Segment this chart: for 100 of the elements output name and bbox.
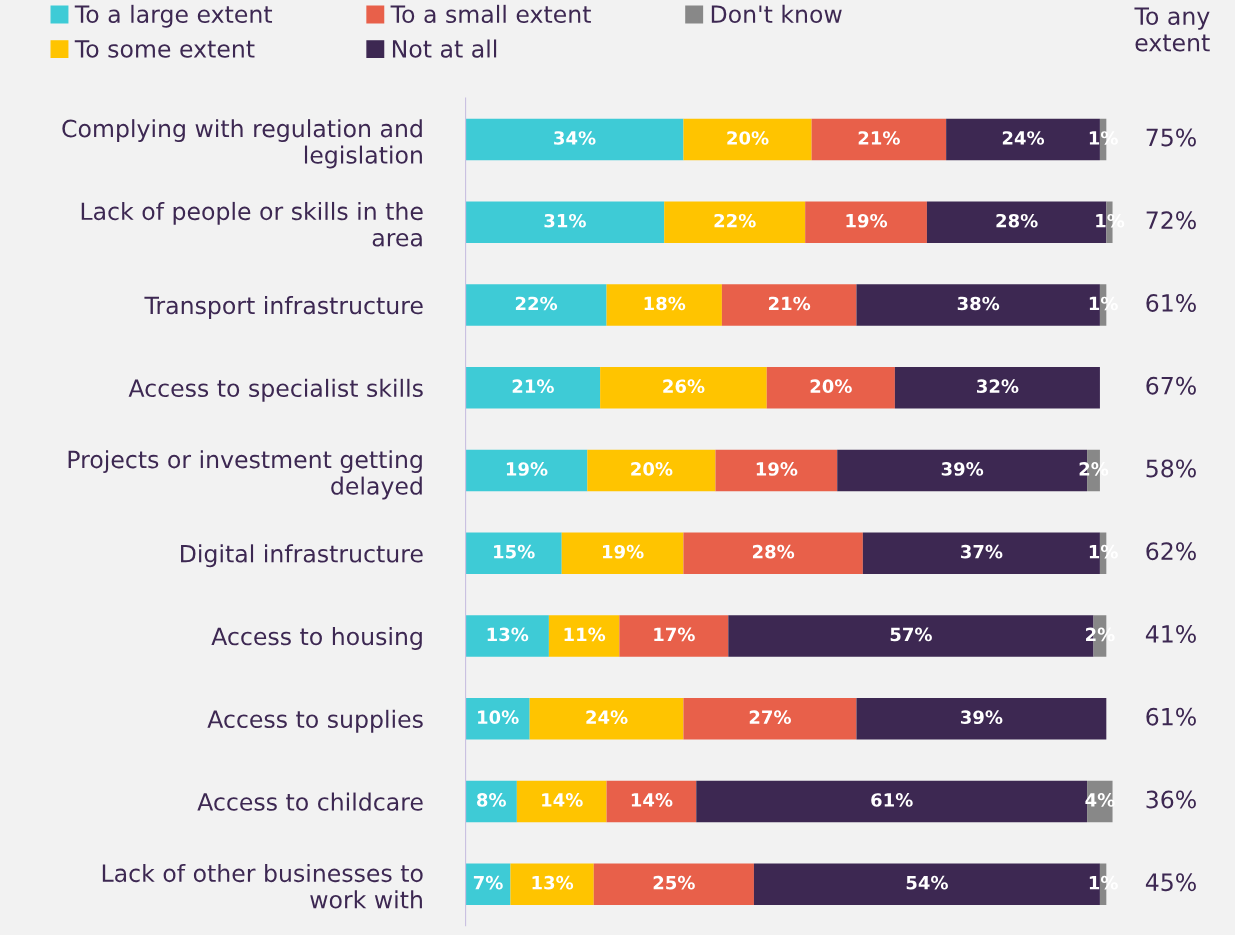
data-label: 13% bbox=[532, 875, 574, 890]
data-label: 21% bbox=[512, 379, 554, 394]
bar bbox=[856, 698, 1107, 740]
bar bbox=[587, 449, 716, 492]
data-label: 18% bbox=[644, 296, 686, 311]
data-label: 37% bbox=[960, 544, 1003, 559]
data-label: 32% bbox=[977, 379, 1019, 394]
data-label: 25% bbox=[653, 875, 695, 890]
text: 61% bbox=[1146, 294, 1196, 312]
bar bbox=[683, 532, 863, 574]
data-label: 39% bbox=[941, 462, 984, 476]
data-label: 20% bbox=[810, 379, 852, 394]
data-label: 11% bbox=[564, 627, 606, 642]
bar bbox=[516, 780, 607, 823]
y-tick-label: Transport infrastructure bbox=[144, 296, 423, 319]
data-label: 1% bbox=[1089, 296, 1118, 311]
data-label: 27% bbox=[749, 710, 791, 725]
data-label: 22% bbox=[714, 213, 756, 228]
data-label: 14% bbox=[542, 793, 583, 807]
text: 58% bbox=[1146, 459, 1196, 478]
bar bbox=[465, 615, 549, 657]
bar bbox=[894, 367, 1100, 409]
y-tick-label: Digital infrastructure bbox=[181, 544, 423, 568]
legend-label: To a large extent bbox=[74, 4, 273, 28]
data-label: 26% bbox=[663, 379, 705, 394]
text: 41% bbox=[1145, 625, 1196, 643]
data-label: 1% bbox=[1089, 131, 1118, 145]
bar bbox=[465, 780, 517, 823]
legend-label: Don't know bbox=[711, 4, 842, 24]
data-label: 14% bbox=[631, 793, 673, 807]
data-label: 31% bbox=[544, 213, 586, 228]
data-label: 10% bbox=[478, 710, 519, 725]
legend-label: To some extent bbox=[74, 40, 255, 58]
data-label: 15% bbox=[494, 544, 535, 559]
legend-label: Not at all bbox=[392, 39, 497, 58]
data-label: 1% bbox=[1089, 544, 1118, 559]
bar bbox=[510, 863, 594, 905]
bar bbox=[805, 201, 927, 243]
data-label: 54% bbox=[906, 875, 948, 890]
data-label: 21% bbox=[768, 296, 811, 311]
text: 61% bbox=[1146, 707, 1196, 726]
y-tick-label: Complying with regulation and legislation bbox=[62, 119, 422, 169]
bar bbox=[683, 698, 857, 740]
y-tick-label: Access to supplies bbox=[207, 709, 423, 733]
text: 36% bbox=[1146, 790, 1196, 809]
bar bbox=[664, 201, 806, 243]
bar bbox=[548, 615, 620, 657]
text: 72% bbox=[1146, 211, 1196, 230]
data-label: 7% bbox=[473, 875, 503, 890]
data-label: 28% bbox=[752, 544, 795, 559]
data-label: 1% bbox=[1089, 875, 1118, 890]
data-label: 19% bbox=[603, 544, 644, 559]
data-label: 24% bbox=[586, 710, 628, 725]
bar bbox=[811, 118, 947, 161]
data-label: 17% bbox=[654, 627, 695, 642]
bar bbox=[715, 449, 838, 492]
data-label: 21% bbox=[858, 131, 900, 145]
bar bbox=[683, 118, 812, 161]
data-label: 13% bbox=[487, 627, 529, 642]
data-label: 19% bbox=[506, 462, 548, 476]
data-label: 61% bbox=[871, 793, 913, 807]
bar bbox=[600, 367, 767, 409]
y-tick-label: Access to childcare bbox=[197, 792, 423, 811]
y-tick-label: Projects or investment getting delayed bbox=[68, 450, 422, 500]
text: 45% bbox=[1145, 873, 1196, 892]
data-label: 20% bbox=[631, 462, 673, 476]
data-label: 39% bbox=[960, 710, 1003, 725]
text: 62% bbox=[1146, 542, 1196, 561]
bar bbox=[606, 284, 722, 326]
text: 75% bbox=[1146, 128, 1196, 147]
bar bbox=[465, 698, 530, 740]
bar bbox=[465, 449, 588, 492]
data-label: 8% bbox=[477, 793, 506, 807]
bar bbox=[465, 284, 607, 326]
bar bbox=[465, 118, 684, 161]
bar bbox=[766, 367, 895, 409]
bar bbox=[721, 284, 857, 326]
y-tick-label: Lack of other businesses to work with bbox=[102, 863, 423, 909]
data-label: 34% bbox=[554, 131, 596, 145]
bar bbox=[606, 780, 697, 823]
bar bbox=[529, 698, 684, 740]
bar bbox=[619, 615, 729, 657]
legend-label: To a small extent bbox=[390, 4, 591, 24]
text: To any extent bbox=[1134, 7, 1210, 52]
data-label: 19% bbox=[846, 213, 888, 228]
bar bbox=[465, 201, 665, 243]
data-label: 28% bbox=[996, 213, 1038, 228]
data-label: 2% bbox=[1086, 627, 1115, 642]
data-label: 57% bbox=[890, 627, 932, 642]
data-label: 20% bbox=[727, 131, 769, 145]
bar bbox=[561, 532, 684, 574]
y-tick-label: Lack of people or skills in the area bbox=[81, 201, 423, 247]
bar bbox=[465, 367, 601, 409]
y-tick-label: Access to specialist skills bbox=[128, 378, 423, 402]
bar bbox=[465, 532, 562, 574]
y-tick-label: Access to housing bbox=[211, 627, 422, 650]
text: 67% bbox=[1146, 376, 1196, 395]
data-label: 24% bbox=[1002, 131, 1045, 145]
data-label: 38% bbox=[957, 296, 1000, 311]
data-label: 2% bbox=[1079, 462, 1109, 476]
